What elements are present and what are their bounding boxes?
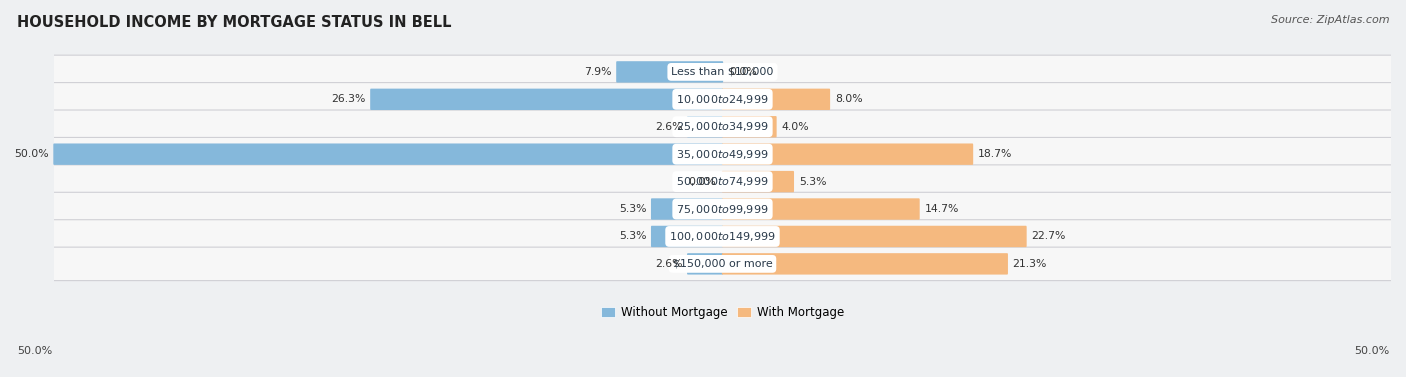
Text: 4.0%: 4.0%: [782, 122, 808, 132]
FancyBboxPatch shape: [721, 253, 1008, 274]
Text: $75,000 to $99,999: $75,000 to $99,999: [676, 202, 769, 216]
Text: HOUSEHOLD INCOME BY MORTGAGE STATUS IN BELL: HOUSEHOLD INCOME BY MORTGAGE STATUS IN B…: [17, 15, 451, 30]
Legend: Without Mortgage, With Mortgage: Without Mortgage, With Mortgage: [596, 301, 849, 323]
FancyBboxPatch shape: [651, 198, 723, 220]
Text: 5.3%: 5.3%: [799, 176, 827, 187]
Text: 5.3%: 5.3%: [619, 204, 647, 214]
FancyBboxPatch shape: [48, 247, 1398, 280]
Text: 5.3%: 5.3%: [619, 231, 647, 241]
FancyBboxPatch shape: [651, 226, 723, 247]
Text: 50.0%: 50.0%: [14, 149, 49, 159]
FancyBboxPatch shape: [48, 165, 1398, 198]
Text: 50.0%: 50.0%: [17, 346, 52, 356]
Text: $35,000 to $49,999: $35,000 to $49,999: [676, 148, 769, 161]
Text: 18.7%: 18.7%: [977, 149, 1012, 159]
Text: 22.7%: 22.7%: [1032, 231, 1066, 241]
Text: $10,000 to $24,999: $10,000 to $24,999: [676, 93, 769, 106]
Text: $25,000 to $34,999: $25,000 to $34,999: [676, 120, 769, 133]
FancyBboxPatch shape: [370, 89, 723, 110]
Text: Less than $10,000: Less than $10,000: [671, 67, 773, 77]
Text: 0.0%: 0.0%: [688, 176, 716, 187]
FancyBboxPatch shape: [721, 89, 830, 110]
FancyBboxPatch shape: [616, 61, 723, 83]
FancyBboxPatch shape: [688, 116, 723, 138]
FancyBboxPatch shape: [721, 198, 920, 220]
Text: 7.9%: 7.9%: [583, 67, 612, 77]
FancyBboxPatch shape: [721, 116, 776, 138]
FancyBboxPatch shape: [53, 144, 723, 165]
Text: 14.7%: 14.7%: [924, 204, 959, 214]
Text: 2.6%: 2.6%: [655, 122, 682, 132]
Text: 8.0%: 8.0%: [835, 94, 862, 104]
Text: 0.0%: 0.0%: [730, 67, 756, 77]
Text: $50,000 to $74,999: $50,000 to $74,999: [676, 175, 769, 188]
Text: 50.0%: 50.0%: [1354, 346, 1389, 356]
Text: $150,000 or more: $150,000 or more: [672, 259, 772, 269]
Text: 26.3%: 26.3%: [332, 94, 366, 104]
FancyBboxPatch shape: [721, 171, 794, 192]
FancyBboxPatch shape: [48, 138, 1398, 171]
FancyBboxPatch shape: [48, 192, 1398, 226]
Text: $100,000 to $149,999: $100,000 to $149,999: [669, 230, 776, 243]
FancyBboxPatch shape: [48, 55, 1398, 89]
FancyBboxPatch shape: [48, 83, 1398, 116]
FancyBboxPatch shape: [48, 110, 1398, 144]
Text: Source: ZipAtlas.com: Source: ZipAtlas.com: [1271, 15, 1389, 25]
Text: 2.6%: 2.6%: [655, 259, 682, 269]
FancyBboxPatch shape: [48, 220, 1398, 253]
Text: 21.3%: 21.3%: [1012, 259, 1047, 269]
FancyBboxPatch shape: [721, 144, 973, 165]
FancyBboxPatch shape: [721, 226, 1026, 247]
FancyBboxPatch shape: [688, 253, 723, 274]
